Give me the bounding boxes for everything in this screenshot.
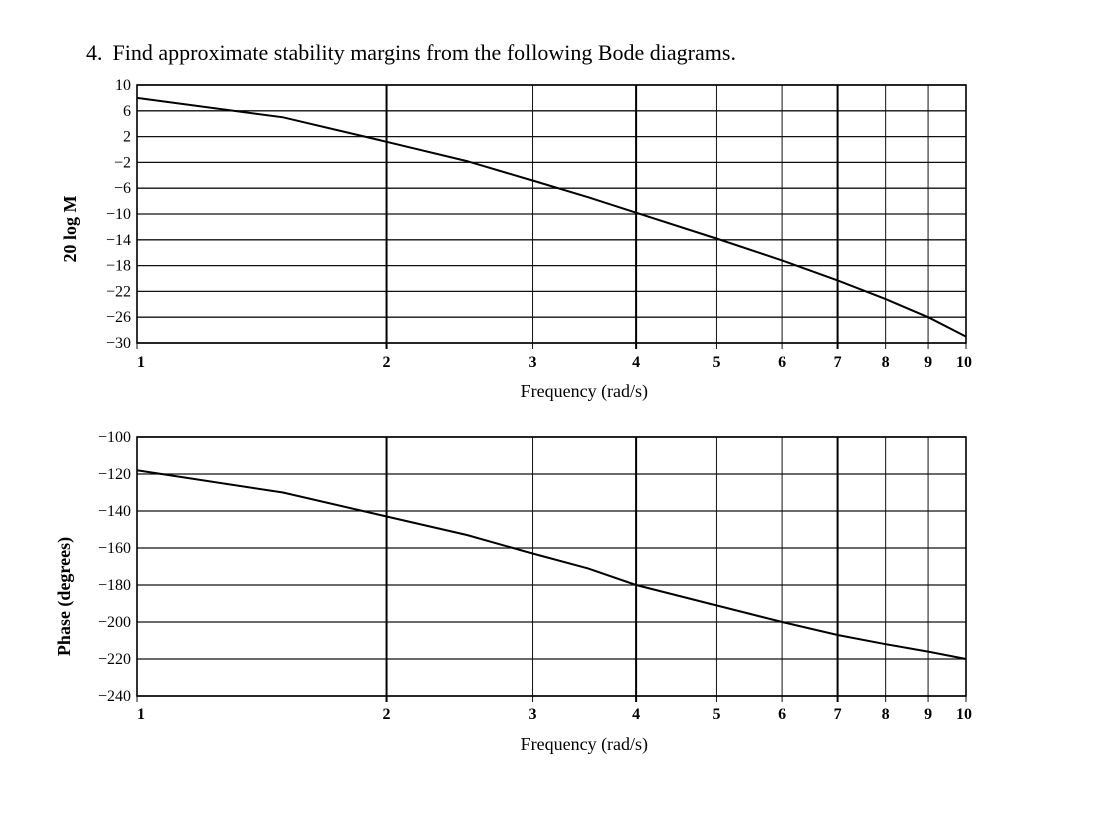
magnitude-curve (136, 96, 967, 338)
question-body: Find approximate stability margins from … (112, 40, 736, 65)
x-tick-label: 9 (924, 354, 932, 371)
y-tick-label: −160 (98, 540, 131, 557)
phase-curve (136, 469, 967, 660)
x-tick-label: 3 (529, 706, 537, 723)
x-tick-label: 5 (712, 706, 720, 723)
y-tick-label: −10 (106, 206, 131, 223)
x-tick-label: 4 (632, 354, 640, 371)
y-tick-label: −140 (98, 503, 131, 520)
x-axis-label: Frequency (rad/s) (521, 381, 648, 402)
plot-frame (136, 84, 967, 344)
x-tick-label: 4 (632, 706, 640, 723)
y-tick-label: −240 (98, 688, 131, 705)
y-tick-label: −18 (106, 258, 131, 275)
y-tick-label: −2 (114, 154, 131, 171)
x-tick-label: 6 (778, 706, 786, 723)
y-tick-label: −14 (106, 232, 131, 249)
x-tick-label: 7 (834, 706, 842, 723)
question-number: 4. (86, 40, 103, 65)
phase-plot: −100 −120 −140 −160 −180 −200 −220 −240 1 2 3 4 5 6 7 8… (54, 429, 972, 755)
y-tick-label: −6 (114, 180, 131, 197)
y-tick-label: −180 (98, 577, 131, 594)
x-tick-label: 2 (383, 706, 391, 723)
y-tick-label: −22 (106, 283, 131, 300)
x-tick-label: 8 (882, 706, 890, 723)
x-axis-label: Frequency (rad/s) (521, 734, 648, 755)
x-tick-label: 1 (137, 706, 145, 723)
y-tick-label: 6 (123, 103, 131, 120)
y-tick-label: −120 (98, 466, 131, 483)
x-tick-label: 10 (956, 706, 972, 723)
x-tick-label: 6 (778, 354, 786, 371)
y-axis-label: 20 log M (60, 195, 80, 262)
x-tick-label: 9 (924, 706, 932, 723)
plot-frame (136, 436, 967, 697)
question-text: 4. Find approximate stability margins fro… (86, 40, 736, 66)
y-tick-label: −200 (98, 614, 131, 631)
y-tick-label: 10 (115, 77, 131, 94)
y-tick-label: −100 (98, 429, 131, 446)
y-axis-label: Phase (degrees) (54, 537, 75, 656)
x-tick-label: 10 (956, 354, 972, 371)
y-tick-label: −30 (106, 335, 131, 352)
x-tick-label: 2 (383, 354, 391, 371)
y-tick-label: −220 (98, 651, 131, 668)
x-tick-label: 3 (529, 354, 537, 371)
x-tick-label: 7 (834, 354, 842, 371)
x-tick-label: 8 (882, 354, 890, 371)
y-tick-label: −26 (106, 309, 131, 326)
x-tick-label: 1 (137, 354, 145, 371)
y-tick-label: 2 (123, 129, 131, 146)
x-tick-label: 5 (712, 354, 720, 371)
magnitude-plot: 10 6 2 −2 −6 −10 −14 −18 −22 −26 −30 1 2 3 4 5 6 7 8 9 10 Fre… (60, 77, 972, 402)
